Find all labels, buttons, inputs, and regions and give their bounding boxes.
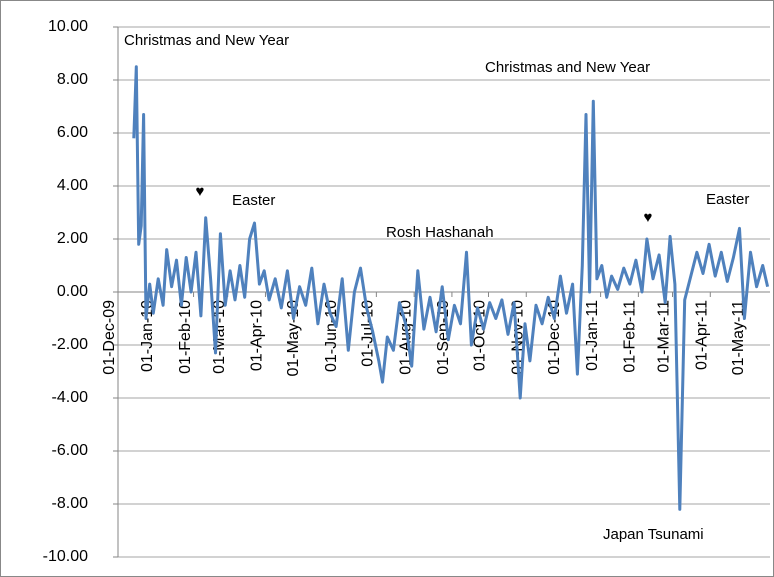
x-tick-label: 01-Mar-10 (211, 300, 228, 374)
x-tick-label: 01-Dec-10 (546, 300, 563, 375)
y-tick-label: 10.00 (48, 18, 88, 35)
annotation: Japan Tsunami (603, 526, 704, 543)
x-tick-label: 01-Dec-09 (101, 300, 118, 375)
y-tick-label: -6.00 (52, 442, 89, 459)
y-tick-label: 0.00 (57, 283, 88, 300)
annotation: ♥ (644, 209, 653, 226)
x-tick-label: 01-Jan-11 (584, 300, 601, 371)
y-tick-label: 8.00 (57, 71, 88, 88)
y-tick-label: -4.00 (52, 389, 89, 406)
annotation: Christmas and New Year (124, 32, 289, 49)
y-tick-label: 4.00 (57, 177, 88, 194)
annotation: Easter (706, 191, 749, 208)
y-tick-label: 6.00 (57, 124, 88, 141)
data-line (132, 65, 770, 511)
x-tick-label: 01-Feb-10 (177, 300, 194, 374)
y-tick-label: 2.00 (57, 230, 88, 247)
x-tick-label: 01-Mar-11 (656, 300, 673, 373)
x-tick-label: 01-May-10 (285, 300, 302, 377)
x-tick-label: 01-Jan-10 (139, 300, 156, 372)
x-tick-label: 01-Jul-10 (360, 300, 377, 367)
annotation: Easter (232, 192, 275, 209)
x-tick-label: 01-Apr-11 (694, 300, 711, 370)
annotation: ♥ (196, 183, 205, 200)
x-tick-label: 01-Apr-10 (249, 300, 266, 371)
y-tick-label: -2.00 (52, 336, 89, 353)
annotation: Rosh Hashanah (386, 224, 494, 241)
y-tick-label: -10.00 (43, 548, 88, 565)
annotation: Christmas and New Year (485, 59, 650, 76)
y-tick-label: -8.00 (52, 495, 89, 512)
x-tick-label: 01-May-11 (730, 300, 747, 375)
x-tick-label: 01-Feb-11 (622, 300, 639, 373)
